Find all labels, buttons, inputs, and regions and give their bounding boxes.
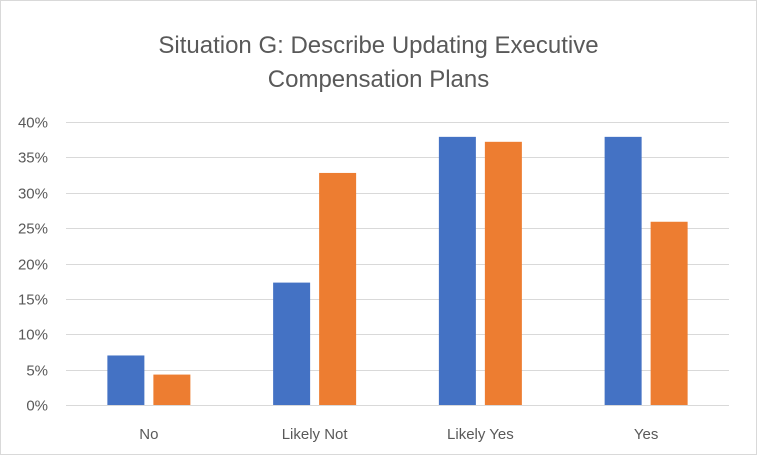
y-tick-label: 15% [18,292,48,309]
x-tick-label: Likely Not [282,426,349,443]
y-tick-label: 35% [18,150,48,167]
bar-series1-no [107,355,145,405]
y-tick-label: 10% [18,327,48,344]
chart-title-line-2: Compensation Plans [267,66,490,93]
y-tick-label: 25% [18,221,48,238]
bar-series2-yes [650,221,688,405]
bar-series2-no [153,374,191,405]
y-tick-label: 20% [18,257,48,274]
x-tick-label: Yes [634,426,658,443]
y-tick-label: 40% [18,115,48,132]
bar-series2-likely-yes [484,141,522,405]
y-tick-label: 30% [18,186,48,203]
bar-series1-likely-yes [438,136,476,406]
bar-series1-yes [604,136,642,406]
x-tick-label: No [139,426,158,443]
y-tick-label: 5% [26,363,48,380]
chart-title: Situation G: Describe Updating Executive… [1,29,756,97]
bar-series2-likely-not [319,172,357,405]
x-tick-label: Likely Yes [447,426,514,443]
bar-series1-likely-not [273,282,311,405]
y-tick-label: 0% [26,398,48,415]
chart-title-line-1: Situation G: Describe Updating Executive [158,32,599,59]
